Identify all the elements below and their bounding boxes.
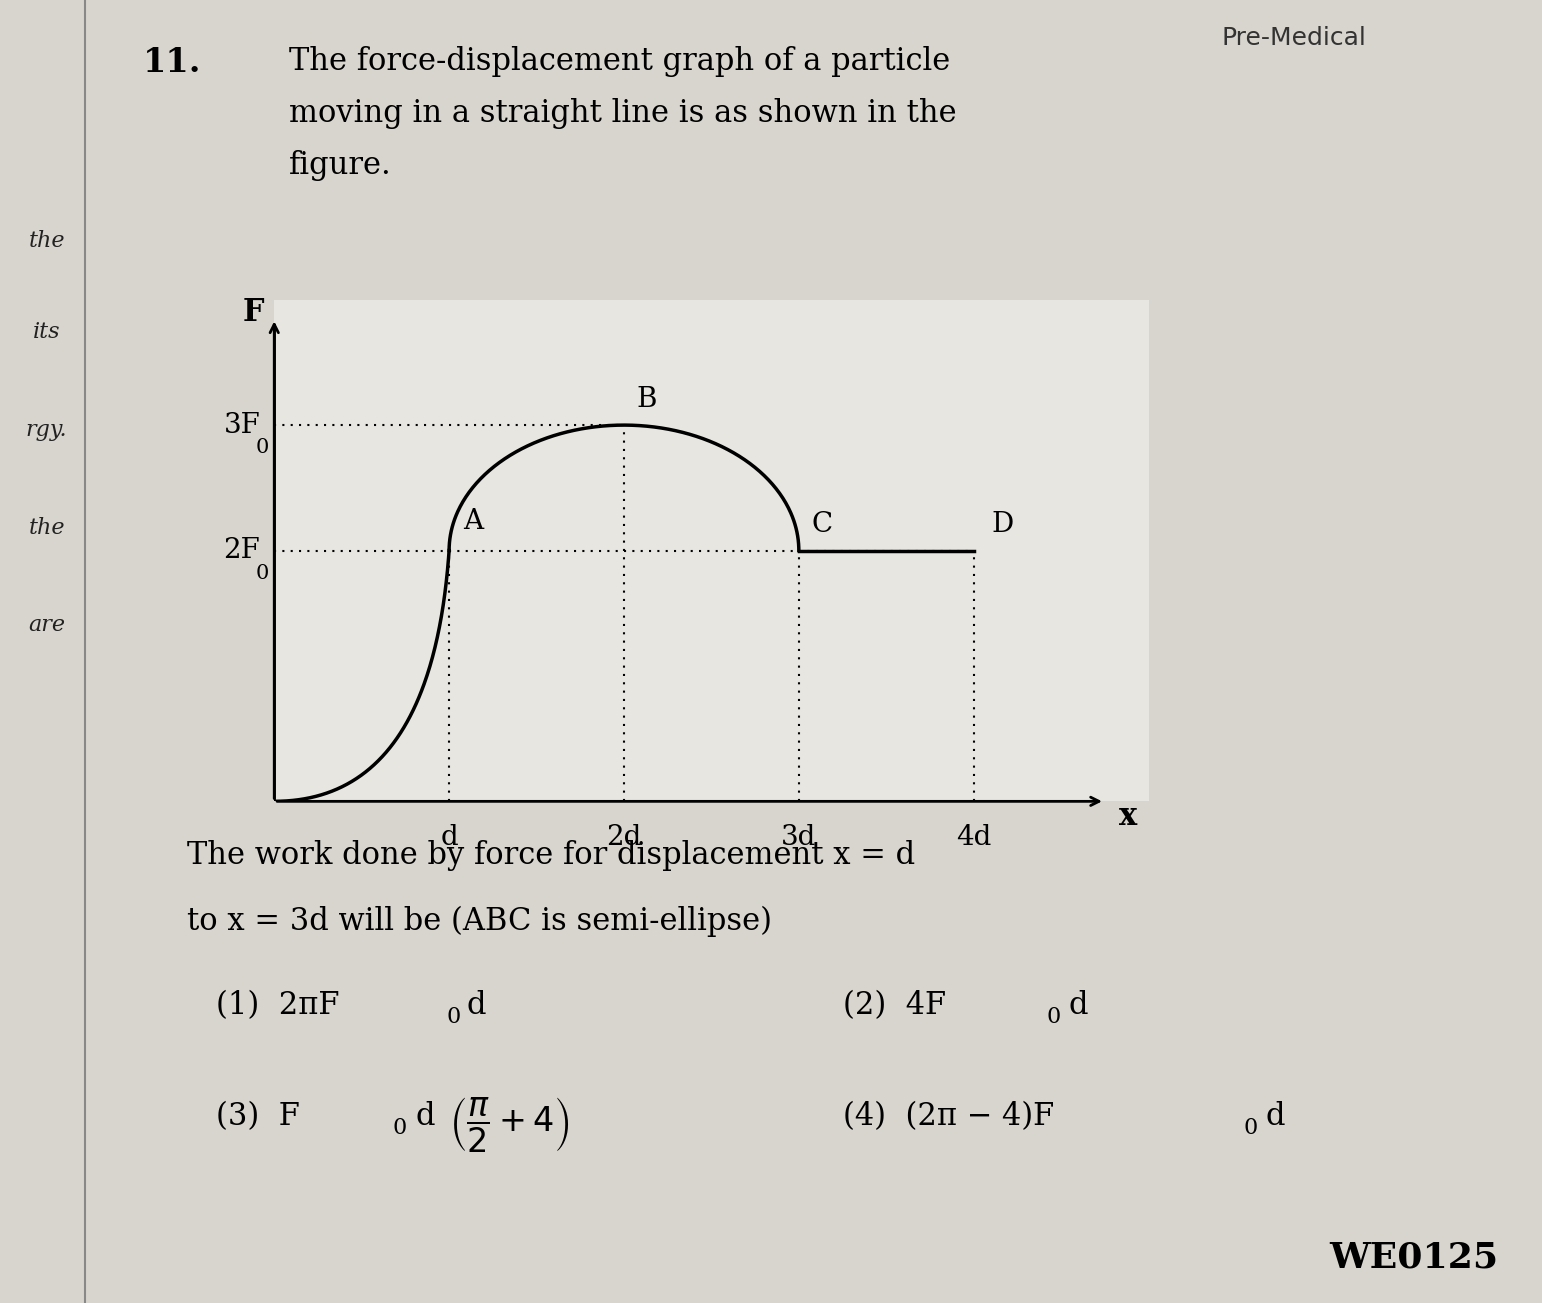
Text: x: x [1118, 801, 1136, 831]
Text: d: d [467, 990, 486, 1022]
Text: C: C [811, 511, 833, 538]
Text: to x = 3d will be (ABC is semi-ellipse): to x = 3d will be (ABC is semi-ellipse) [187, 906, 773, 937]
Text: 0: 0 [446, 1006, 461, 1028]
Text: figure.: figure. [288, 150, 392, 181]
Text: moving in a straight line is as shown in the: moving in a straight line is as shown in… [288, 98, 956, 129]
Text: the: the [28, 231, 65, 251]
Text: rgy.: rgy. [26, 420, 68, 440]
Text: F: F [242, 297, 264, 328]
Text: The work done by force for displacement x = d: The work done by force for displacement … [187, 840, 914, 872]
Text: d: d [439, 823, 458, 851]
Text: 3d: 3d [782, 823, 817, 851]
Text: 2F: 2F [224, 537, 261, 564]
Text: the: the [28, 517, 65, 538]
Text: 0: 0 [392, 1117, 407, 1139]
Text: its: its [32, 322, 60, 343]
Text: 4d: 4d [956, 823, 992, 851]
Text: The force-displacement graph of a particle: The force-displacement graph of a partic… [288, 46, 950, 77]
Text: 0: 0 [256, 438, 268, 457]
Text: (3)  F: (3) F [216, 1101, 299, 1132]
Text: 0: 0 [256, 564, 268, 582]
Text: d: d [1069, 990, 1089, 1022]
Text: 0: 0 [1047, 1006, 1061, 1028]
Text: 2d: 2d [606, 823, 641, 851]
Text: B: B [637, 386, 657, 413]
Text: Pre-Medical: Pre-Medical [1221, 26, 1366, 50]
Text: (1)  2πF: (1) 2πF [216, 990, 339, 1022]
Text: d: d [416, 1101, 435, 1132]
Text: are: are [28, 615, 65, 636]
Text: WE0125: WE0125 [1329, 1240, 1499, 1274]
Text: D: D [992, 511, 1013, 538]
Text: d: d [1264, 1101, 1284, 1132]
Text: 0: 0 [1243, 1117, 1258, 1139]
Text: (2)  4F: (2) 4F [842, 990, 945, 1022]
Text: $\left(\dfrac{\pi}{2}+4\right)$: $\left(\dfrac{\pi}{2}+4\right)$ [449, 1095, 571, 1153]
Text: 11.: 11. [143, 46, 202, 78]
Text: (4)  (2π − 4)F: (4) (2π − 4)F [842, 1101, 1053, 1132]
Text: A: A [463, 508, 483, 536]
Text: 3F: 3F [224, 412, 261, 439]
